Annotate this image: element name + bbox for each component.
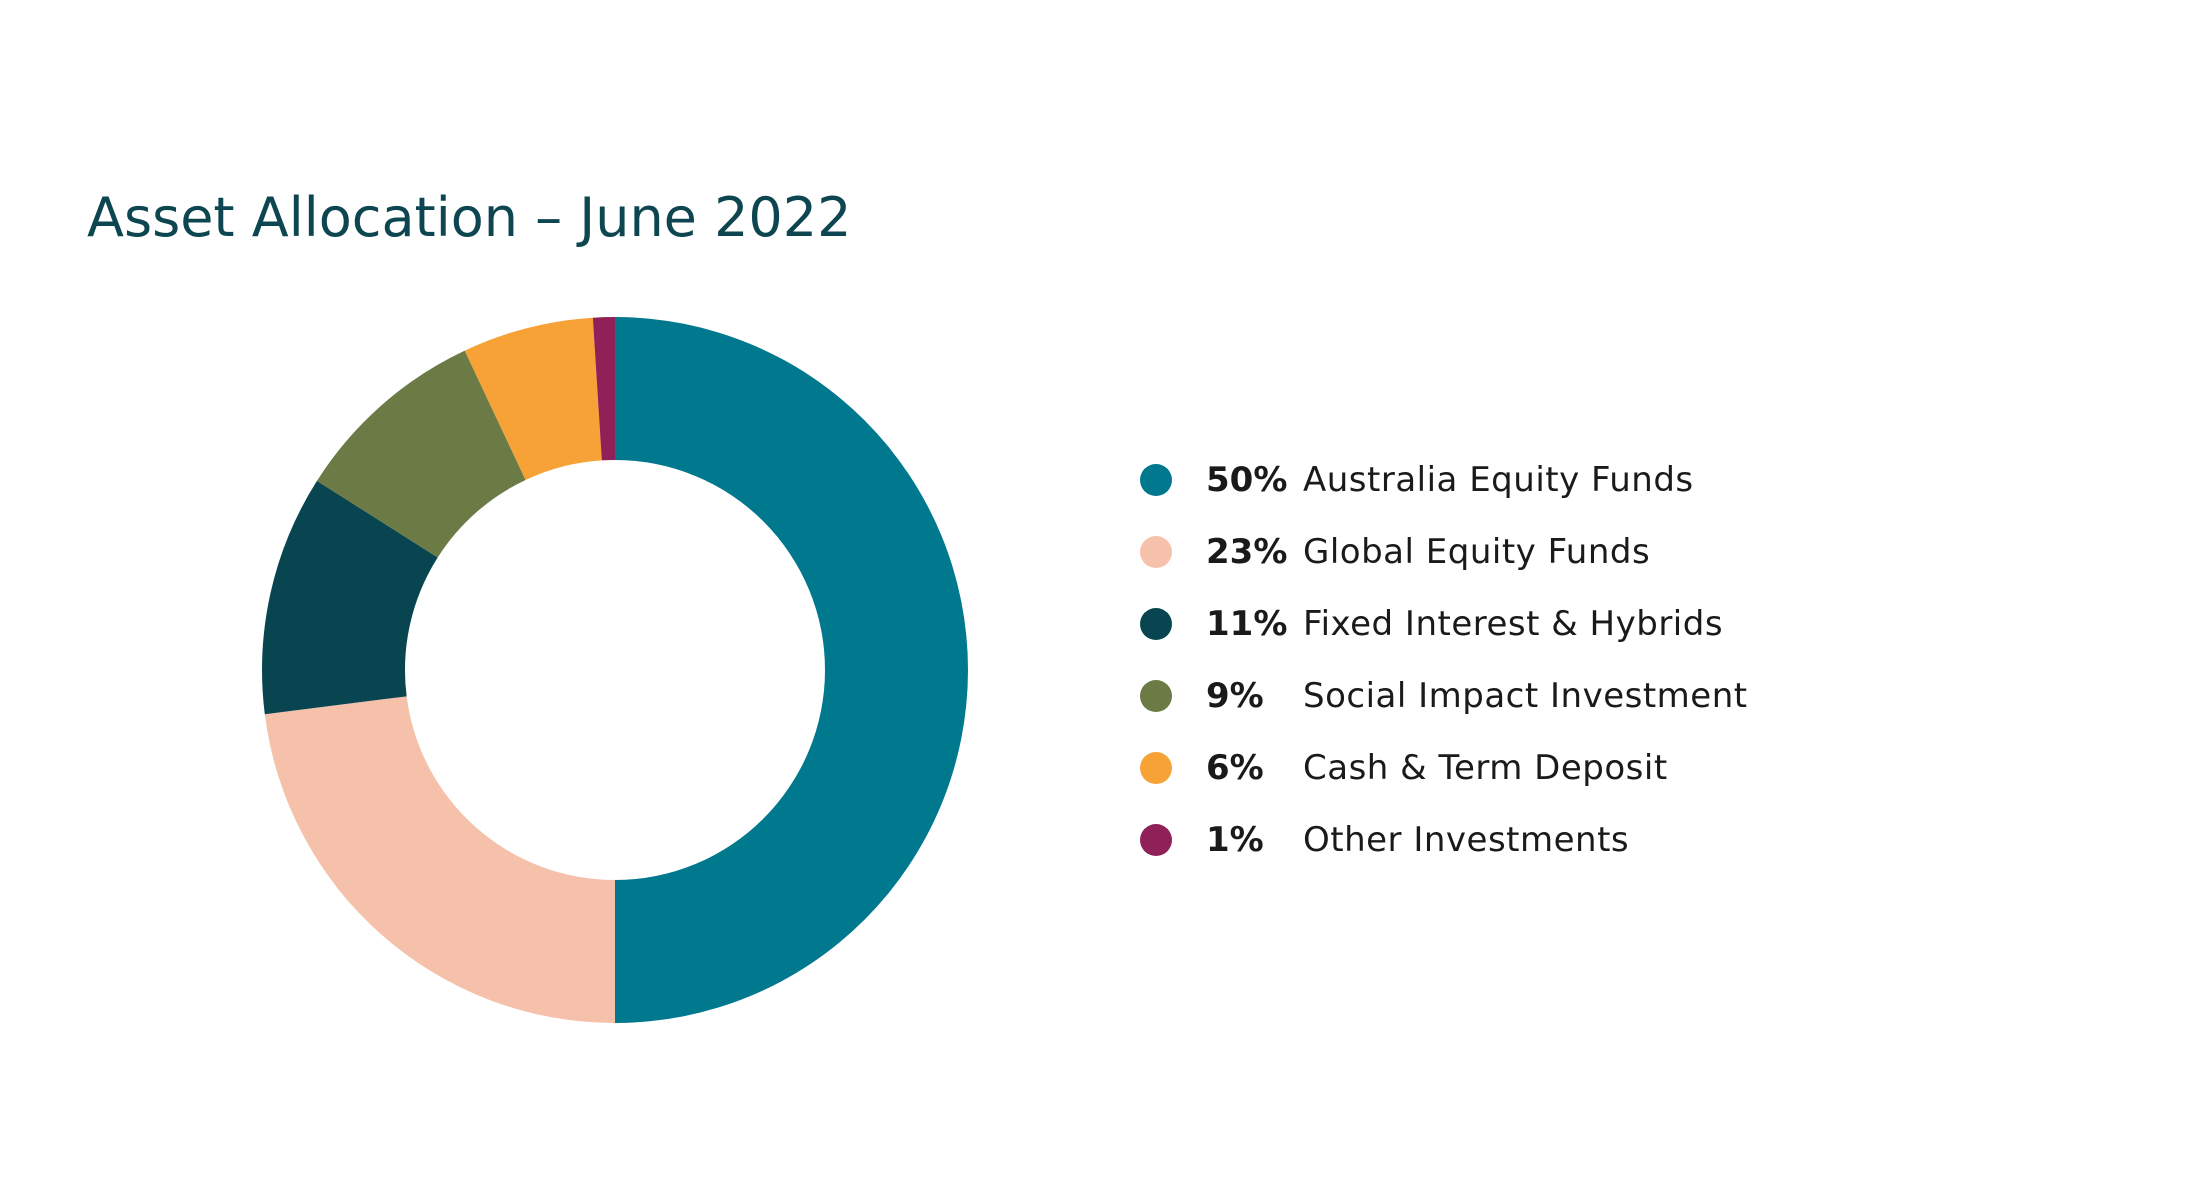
donut-slice-5: [592, 317, 615, 461]
donut-chart-svg: [262, 317, 968, 1023]
legend-value: 23%: [1206, 532, 1288, 572]
chart-title: Asset Allocation – June 2022: [87, 186, 852, 249]
donut-slice-0: [615, 317, 968, 1023]
legend-item: 9% Social Impact Investment: [1140, 660, 1748, 732]
legend-swatch-icon: [1140, 680, 1172, 712]
legend-item: 50% Australia Equity Funds: [1140, 444, 1748, 516]
legend-item: 23% Global Equity Funds: [1140, 516, 1748, 588]
legend-label: Global Equity Funds: [1303, 532, 1651, 572]
donut-slice-4: [464, 317, 602, 480]
legend-swatch-icon: [1140, 464, 1172, 496]
legend-swatch-icon: [1140, 752, 1172, 784]
legend-value: 1%: [1206, 820, 1264, 860]
legend-label: Fixed Interest & Hybrids: [1303, 604, 1724, 644]
legend-swatch-icon: [1140, 824, 1172, 856]
donut-slice-1: [264, 696, 615, 1023]
donut-chart: [260, 315, 970, 1025]
legend-value: 6%: [1206, 748, 1264, 788]
legend-value: 50%: [1206, 460, 1288, 500]
legend-label: Australia Equity Funds: [1303, 460, 1694, 500]
legend-label: Social Impact Investment: [1303, 676, 1748, 716]
donut-slice-2: [262, 480, 438, 715]
legend-swatch-icon: [1140, 608, 1172, 640]
legend-item: 11% Fixed Interest & Hybrids: [1140, 588, 1748, 660]
legend-swatch-icon: [1140, 536, 1172, 568]
legend-value: 9%: [1206, 676, 1264, 716]
legend-label: Cash & Term Deposit: [1303, 748, 1668, 788]
legend-item: 6% Cash & Term Deposit: [1140, 732, 1748, 804]
legend-item: 1% Other Investments: [1140, 804, 1748, 876]
legend-value: 11%: [1206, 604, 1288, 644]
legend-label: Other Investments: [1303, 820, 1630, 860]
donut-slice-3: [316, 350, 526, 558]
legend: 50% Australia Equity Funds 23% Global Equit…: [1140, 444, 1748, 876]
